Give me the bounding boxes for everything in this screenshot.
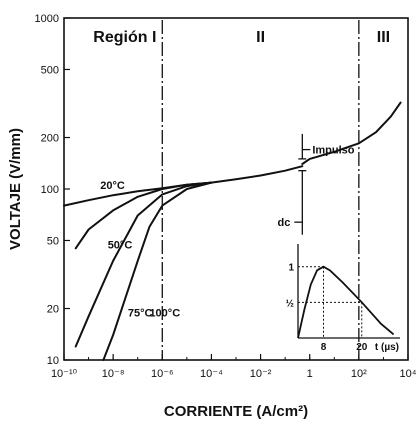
axis-ticks: 10⁻¹⁰ 10⁻⁸ 10⁻⁶ 10⁻⁴ 10⁻² 1 10² 10⁴ 1000 500 200 10… <box>35 13 417 380</box>
y-tick-label: 500 <box>41 64 59 76</box>
x-tick-label: 10⁻⁴ <box>200 368 223 380</box>
annotations: Impulso dc <box>277 133 355 235</box>
series-line <box>102 181 213 361</box>
x-axis-title: CORRIENTE (A/cm²) <box>164 403 308 420</box>
series-label: 75°C <box>128 307 153 319</box>
series-label: 50°C <box>108 239 133 251</box>
inset-x-unit: t (µs) <box>375 342 399 353</box>
x-tick-label: 10⁻² <box>250 368 272 380</box>
region-boundaries: Región I II III <box>93 20 390 360</box>
x-tick-label: 10⁻⁶ <box>151 368 174 380</box>
impulse-inset: 1 ½ 8 20 t (µs) <box>286 244 400 353</box>
x-tick-label: 10⁴ <box>400 368 417 380</box>
inset-y-label: 1 <box>288 263 294 274</box>
x-tick-label: 1 <box>307 368 313 380</box>
annotation-impulso: Impulso <box>312 145 354 157</box>
y-tick-label: 20 <box>47 304 59 316</box>
inset-y-label: ½ <box>286 298 294 309</box>
x-tick-label: 10⁻¹⁰ <box>51 368 78 380</box>
region-label: Región I <box>93 29 156 46</box>
series-line <box>74 181 213 348</box>
region-label: III <box>377 29 390 46</box>
inset-x-label: 8 <box>321 342 327 353</box>
region-label: II <box>256 29 265 46</box>
y-tick-label: 200 <box>41 133 59 145</box>
series-label: 100°C <box>149 307 180 319</box>
inset-waveform <box>297 265 395 339</box>
y-tick-label: 100 <box>41 184 59 196</box>
x-tick-label: 10⁻⁸ <box>102 368 125 380</box>
y-axis-title: VOLTAJE (V/mm) <box>7 128 24 250</box>
y-tick-label: 1000 <box>35 13 59 25</box>
y-tick-label: 50 <box>47 235 59 247</box>
series-label: 20°C <box>100 180 125 192</box>
series-line <box>74 181 213 250</box>
inset-x-label: 20 <box>356 342 368 353</box>
series-line <box>301 101 402 165</box>
y-tick-label: 10 <box>47 355 59 367</box>
series-line <box>210 165 304 184</box>
x-tick-label: 10² <box>351 368 367 380</box>
annotation-dc: dc <box>277 217 290 229</box>
